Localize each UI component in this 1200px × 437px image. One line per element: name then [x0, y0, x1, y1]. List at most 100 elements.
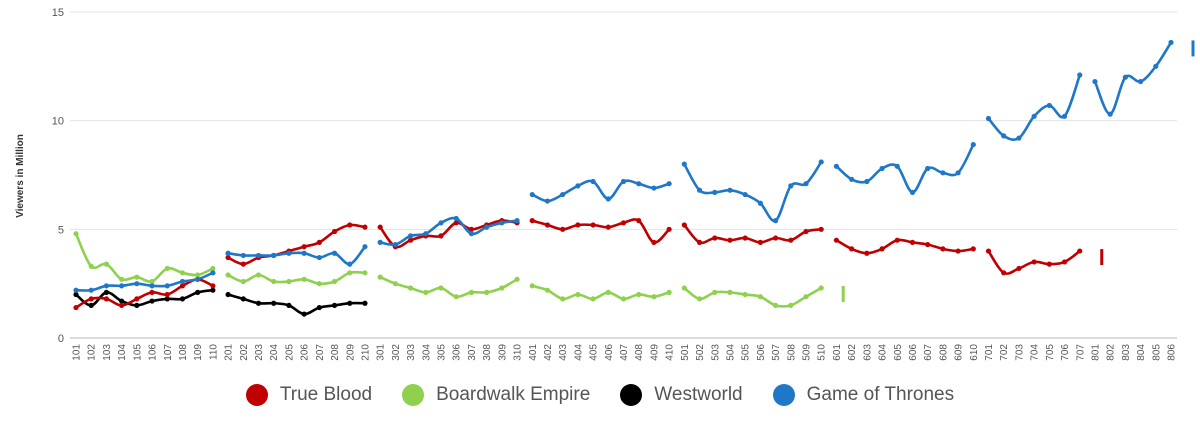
data-point	[438, 220, 444, 226]
data-point	[666, 181, 672, 187]
data-point	[772, 235, 779, 241]
x-tick-label: 201	[224, 344, 235, 361]
grid-lines	[70, 11, 1177, 339]
data-point	[681, 222, 687, 228]
x-tick-label: 409	[649, 344, 660, 361]
x-tick-label: 602	[847, 344, 858, 361]
data-point	[347, 270, 353, 276]
legend-swatch	[245, 384, 268, 406]
data-point	[103, 296, 110, 302]
y-axis-label: Viewers in Million	[15, 134, 26, 218]
data-point	[940, 170, 946, 176]
data-point	[179, 278, 186, 285]
data-point	[636, 291, 642, 298]
data-point	[864, 178, 870, 185]
data-point	[195, 272, 201, 278]
data-point	[484, 224, 490, 230]
data-point	[179, 270, 186, 276]
data-point	[149, 289, 155, 295]
x-tick-label: 804	[1136, 344, 1147, 361]
x-tick-label: 703	[1014, 344, 1025, 361]
x-tick-label: 105	[132, 344, 143, 361]
data-point	[225, 254, 231, 261]
legend: True Blood Boardwalk Empire Westworld Game …	[0, 384, 1200, 406]
data-point	[757, 294, 763, 300]
series-line-game-of-thrones	[987, 73, 1082, 141]
x-tick-label: 206	[300, 344, 311, 361]
data-point	[955, 170, 961, 176]
series-line-boardwalk-empire	[531, 284, 671, 301]
series-lines	[73, 39, 1174, 317]
x-tick-label: 203	[254, 344, 265, 361]
x-tick-label: 605	[893, 344, 904, 361]
series-line-game-of-thrones	[378, 216, 519, 247]
data-point	[210, 287, 216, 293]
x-tick-label: 301	[376, 344, 387, 361]
x-tick-label: 209	[345, 344, 356, 361]
legend-item-game-of-thrones: Game of Thrones	[772, 384, 954, 406]
y-tick-label: 10	[52, 116, 64, 128]
series-westworld	[73, 287, 368, 317]
x-tick-label: 310	[513, 344, 524, 361]
data-point	[453, 294, 459, 300]
data-point	[407, 233, 414, 239]
data-point	[590, 178, 596, 185]
data-point	[179, 296, 186, 302]
data-point	[119, 302, 125, 308]
data-point	[423, 289, 429, 295]
series-line-game-of-thrones	[1093, 41, 1173, 116]
x-tick-label: 410	[665, 344, 676, 361]
x-tick-label: 801	[1090, 344, 1101, 361]
data-point	[225, 291, 231, 298]
data-point	[164, 283, 170, 289]
x-tick-label: 601	[832, 344, 843, 361]
legend-item-boardwalk-empire: Boardwalk Empire	[402, 384, 590, 406]
data-point	[286, 302, 292, 308]
series-line-game-of-thrones	[683, 160, 823, 223]
data-point	[712, 289, 718, 295]
data-point	[377, 239, 383, 245]
series-line-boardwalk-empire	[378, 275, 519, 299]
data-point	[453, 220, 459, 226]
data-point	[757, 200, 763, 206]
data-point	[316, 254, 322, 261]
series-line-true-blood	[683, 223, 823, 245]
data-point	[407, 237, 414, 243]
data-point	[1046, 261, 1052, 267]
data-point	[210, 283, 216, 289]
data-point	[1001, 270, 1007, 276]
data-point	[1031, 259, 1037, 265]
data-point	[331, 302, 338, 308]
y-axis-ticks: 0 5 10 15	[52, 7, 64, 345]
x-tick-label: 608	[938, 344, 949, 361]
data-point	[818, 159, 824, 165]
x-tick-label: 207	[315, 344, 326, 361]
data-point	[210, 270, 216, 276]
data-point	[88, 287, 94, 293]
series-line-true-blood	[531, 218, 671, 244]
data-point	[985, 115, 992, 122]
data-point	[73, 231, 79, 237]
data-point	[103, 283, 110, 289]
data-point	[134, 274, 140, 280]
data-point	[803, 181, 809, 187]
x-tick-label: 806	[1167, 344, 1178, 361]
data-point	[1061, 259, 1068, 265]
x-tick-label: 603	[862, 344, 873, 361]
data-point	[301, 250, 307, 256]
data-point	[955, 248, 961, 254]
x-tick-label: 805	[1151, 344, 1162, 361]
data-point	[149, 298, 155, 304]
series-true-blood	[73, 218, 1083, 311]
data-point	[271, 300, 277, 306]
data-point	[301, 244, 307, 250]
data-point	[605, 289, 611, 295]
x-tick-label: 306	[452, 344, 463, 361]
y-tick-label: 5	[58, 224, 64, 236]
x-tick-label: 609	[954, 344, 965, 361]
data-point	[1016, 135, 1022, 141]
data-point	[544, 287, 551, 293]
series-boardwalk-empire	[73, 231, 824, 308]
data-point	[331, 228, 338, 235]
